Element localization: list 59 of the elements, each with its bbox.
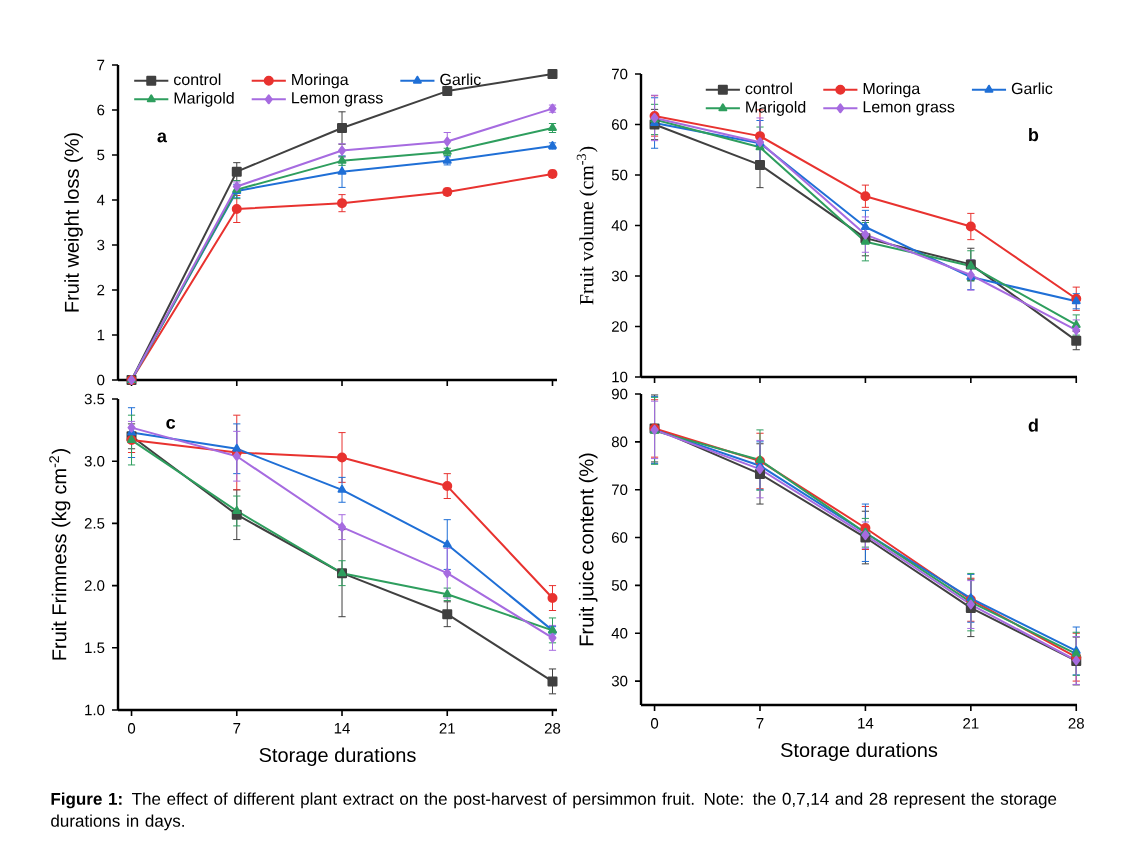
annotation: b <box>1029 127 1039 142</box>
y-tick-label: 40 <box>611 220 628 231</box>
y-tick-label: 60 <box>612 119 628 130</box>
x-tick-label: 21 <box>963 718 979 729</box>
y-axis-title: Fruit weight loss (%) <box>64 133 83 312</box>
annotation: d <box>1028 418 1038 432</box>
y-tick-label: 3.0 <box>84 455 105 467</box>
y-tick-label: 1.0 <box>85 704 105 716</box>
y-tick-label: 40 <box>611 627 628 639</box>
y-tick-label: 70 <box>612 68 628 80</box>
x-tick-label: 7 <box>233 723 241 734</box>
legend-label: Marigold <box>174 91 234 107</box>
y-tick-label: 60 <box>612 532 628 543</box>
annotation: a <box>157 132 168 143</box>
y-tick-label: 1 <box>97 329 105 341</box>
legend-label: Marigold <box>746 100 806 116</box>
y-tick-label: 80 <box>611 436 628 448</box>
x-tick-label: 28 <box>544 723 561 734</box>
y-tick-label: 20 <box>612 321 628 332</box>
y-tick-label: 5 <box>97 149 105 161</box>
y-tick-label: 30 <box>611 675 628 687</box>
x-tick-label: 0 <box>127 723 136 734</box>
y-tick-label: 50 <box>611 169 628 181</box>
x-tick-label: 28 <box>1068 718 1084 729</box>
y-tick-label: 3.5 <box>84 393 105 405</box>
legend-label: Moringa <box>863 82 921 98</box>
annotation: c <box>166 418 176 429</box>
y-axis-title: Fruit Frimness (kg cm$^{-2}$) <box>49 449 71 660</box>
x-axis-title: Storage durations <box>259 747 416 767</box>
y-tick-label: 6 <box>97 104 105 116</box>
y-tick-label: 2 <box>97 284 105 296</box>
legend-label: Lemon grass <box>292 92 383 107</box>
y-tick-label: 70 <box>612 484 628 496</box>
legend-label: Garlic <box>440 73 481 86</box>
legend-label: control <box>745 82 792 95</box>
legend-label: Lemon grass <box>863 101 955 116</box>
y-axis-title: Fruit volume (cm$^{-3}$) <box>576 146 598 305</box>
x-tick-label: 21 <box>439 723 455 734</box>
text: Figure 1: The effect of different plant extract on the post-harvest of persimmon fruit. Note: the 0,7,14 and 28 represent the storage durations in days. <box>51 792 1057 831</box>
y-tick-label: 2.0 <box>84 580 105 591</box>
y-tick-label: 3 <box>97 239 105 251</box>
y-tick-label: 50 <box>611 580 628 591</box>
x-tick-label: 7 <box>756 718 764 729</box>
legend-label: Moringa <box>292 73 349 89</box>
y-tick-label: 4 <box>96 194 105 206</box>
x-axis-title: Storage durations <box>780 742 938 762</box>
y-tick-label: 2.5 <box>84 518 105 529</box>
y-tick-label: 1.5 <box>85 642 105 654</box>
legend-label: Garlic <box>1011 82 1053 95</box>
x-tick-label: 14 <box>334 723 350 734</box>
legend-label: control <box>174 73 221 86</box>
x-tick-label: 14 <box>858 718 874 729</box>
y-axis-title: Fruit juice content (%) <box>578 453 598 646</box>
y-tick-label: 0 <box>97 374 105 386</box>
y-tick-label: 90 <box>611 388 628 400</box>
y-tick-label: 30 <box>611 270 628 282</box>
y-tick-label: 7 <box>97 59 105 71</box>
y-tick-label: 10 <box>612 371 628 383</box>
x-tick-label: 0 <box>650 718 659 729</box>
